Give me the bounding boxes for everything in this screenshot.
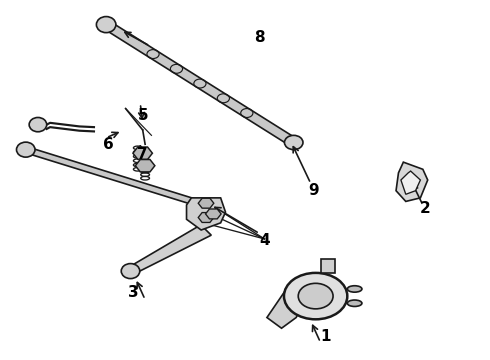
Ellipse shape (97, 17, 116, 33)
Ellipse shape (347, 286, 362, 292)
Text: 8: 8 (254, 30, 265, 45)
Polygon shape (198, 198, 214, 208)
Text: 2: 2 (420, 201, 431, 216)
Text: 5: 5 (137, 108, 148, 123)
Text: 9: 9 (308, 183, 319, 198)
Polygon shape (24, 147, 218, 211)
Ellipse shape (347, 300, 362, 306)
Text: 1: 1 (320, 329, 331, 344)
Circle shape (298, 283, 333, 309)
Polygon shape (320, 258, 335, 273)
Polygon shape (135, 159, 155, 172)
Polygon shape (267, 289, 306, 328)
Polygon shape (127, 225, 211, 274)
Ellipse shape (121, 264, 140, 279)
Text: 3: 3 (127, 285, 138, 300)
Ellipse shape (17, 142, 35, 157)
Polygon shape (102, 21, 297, 146)
Polygon shape (205, 209, 221, 219)
Text: 4: 4 (259, 233, 270, 248)
Polygon shape (187, 198, 225, 230)
Text: 7: 7 (137, 148, 148, 162)
Polygon shape (396, 162, 428, 202)
Polygon shape (198, 212, 214, 222)
Ellipse shape (29, 117, 47, 132)
Ellipse shape (285, 135, 303, 150)
Polygon shape (401, 171, 420, 194)
Text: 6: 6 (103, 137, 114, 152)
Circle shape (284, 273, 347, 319)
Polygon shape (133, 147, 152, 159)
